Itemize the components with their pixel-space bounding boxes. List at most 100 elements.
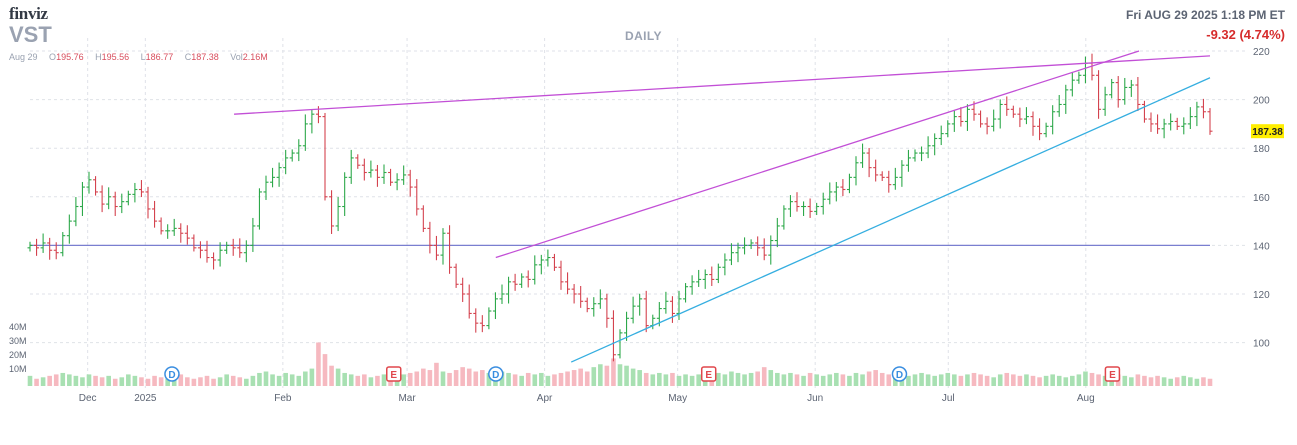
ohlc-bar: [1076, 71, 1082, 84]
ohlc-bar: [873, 159, 879, 182]
volume-bar: [807, 372, 813, 386]
ohlc-bar: [243, 240, 249, 263]
volume-bar: [860, 374, 865, 386]
volume-bar: [296, 375, 302, 386]
ohlc-bar: [1050, 105, 1056, 135]
volume-bar: [145, 378, 151, 386]
ohlc-bar: [984, 117, 990, 135]
volume-bar: [335, 368, 341, 386]
volume-bar: [119, 377, 125, 386]
volume-bar: [722, 374, 728, 386]
volume-bar: [532, 374, 538, 386]
month-label: Mar: [398, 393, 416, 404]
volume-bar: [460, 367, 465, 386]
volume-bar: [938, 374, 944, 386]
ohlc-bar: [453, 263, 459, 288]
ohlc-bar: [630, 296, 636, 324]
volume-bar: [1148, 377, 1154, 386]
ohlc-bar: [492, 292, 498, 320]
volume-bar: [558, 372, 564, 386]
volume-bar: [1043, 375, 1049, 386]
ohlc-bar: [1109, 78, 1115, 99]
volume-bar: [99, 377, 105, 386]
volume-bar: [237, 377, 243, 386]
ohlc-bar: [73, 197, 79, 227]
volume-bar: [1142, 375, 1147, 386]
volume-bar: [158, 377, 164, 386]
earnings-marker: [700, 366, 717, 382]
volume-bar: [1135, 374, 1141, 386]
ohlc-bar: [138, 180, 144, 198]
volume-bar: [814, 374, 819, 386]
volume-bar: [584, 371, 590, 386]
ohlc-bar: [27, 241, 33, 252]
ohlc-bar: [178, 223, 184, 243]
volume-bar: [486, 372, 492, 386]
finviz-logo[interactable]: finviz: [9, 4, 48, 23]
volume-bar: [637, 370, 642, 386]
volume-bar: [834, 372, 839, 386]
ohlc-bar: [145, 186, 151, 219]
ohlc-date: Aug 29: [9, 52, 38, 62]
volume-bar: [578, 368, 583, 386]
volume-bar: [958, 375, 964, 386]
volume-bar: [440, 371, 446, 386]
volume-bar: [827, 374, 833, 386]
ohlc-bar: [643, 290, 649, 333]
ohlc-bar: [945, 120, 951, 138]
volume-bar: [696, 374, 701, 386]
ohlc-bar: [66, 214, 72, 244]
ohlc-bar: [211, 252, 217, 270]
ohlc-bar: [604, 293, 610, 328]
ohlc-bar: [112, 191, 118, 216]
ohlc-bar: [715, 263, 721, 284]
ohlc-bar: [1207, 108, 1213, 135]
ohlc-bar: [722, 253, 728, 276]
volume-label: Vol: [230, 52, 243, 62]
volume-bar: [473, 371, 479, 386]
open-label: O: [49, 52, 57, 62]
ohlc-bar: [184, 225, 190, 245]
ohlc-bar: [1194, 101, 1200, 127]
month-label: Jun: [807, 393, 823, 404]
ohlc-bar: [47, 237, 53, 260]
ohlc-bar: [1187, 107, 1193, 130]
ohlc-bar: [230, 238, 236, 256]
ohlc-bar: [506, 276, 512, 304]
ohlc-bar: [289, 149, 295, 162]
ohlc-bar: [86, 171, 92, 194]
ohlc-bar: [1200, 98, 1206, 119]
ohlc-bar: [1063, 84, 1069, 114]
ohlc-bar: [1141, 100, 1147, 123]
volume-bar: [401, 374, 406, 386]
ohlc-bar: [53, 242, 59, 260]
volume-bar: [204, 375, 210, 386]
volume-bar: [539, 372, 544, 386]
volume-bar: [322, 354, 328, 386]
ohlc-bar: [669, 296, 675, 323]
low-label: L: [140, 52, 146, 62]
volume-bar: [1129, 377, 1134, 386]
volume-bar: [1201, 377, 1206, 386]
close-value: 187.38: [191, 52, 219, 62]
volume-bar: [73, 375, 79, 386]
volume-bar: [414, 371, 420, 386]
volume-bar: [571, 370, 577, 386]
ohlc-bar: [892, 167, 898, 190]
low-value: 186.77: [145, 52, 174, 62]
ohlc-bar: [781, 205, 787, 230]
volume-bar: [742, 374, 747, 386]
ohlc-bar: [1128, 79, 1134, 97]
volume-bar: [270, 374, 275, 386]
period-label: DAILY: [625, 29, 662, 43]
earnings-marker-label: E: [705, 370, 712, 381]
ohlc-bar: [1096, 70, 1102, 119]
volume-bar: [106, 375, 111, 386]
volume-bar: [27, 375, 33, 386]
ohlc-bar: [1056, 94, 1062, 117]
volume-bar: [1050, 374, 1055, 386]
ohlc-bar: [1181, 117, 1187, 135]
ohlc-bar: [473, 308, 479, 333]
ohlc-bar: [571, 284, 577, 304]
